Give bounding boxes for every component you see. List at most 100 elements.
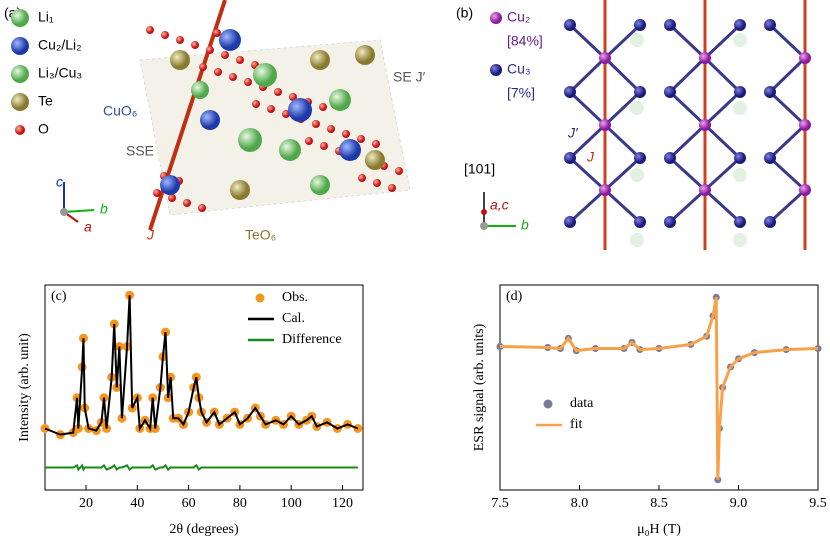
atom	[319, 103, 327, 111]
y-axis-label: ESR signal (arb. units)	[472, 323, 487, 451]
cu3	[634, 152, 646, 164]
faint-atom	[630, 101, 644, 115]
cu3	[634, 216, 646, 228]
atom	[221, 51, 229, 59]
atom	[229, 73, 237, 81]
axis-label: b	[521, 217, 529, 233]
atom	[339, 139, 361, 161]
panel-a: (a) Li₁ Cu₂/Li₂ Li₃/Cu₃ Te O c b a CuO₆ …	[4, 0, 426, 243]
axis-label: c	[56, 174, 63, 190]
atom	[342, 130, 350, 138]
bond	[568, 188, 607, 224]
bond	[768, 123, 807, 160]
bond	[703, 156, 742, 192]
atom	[365, 150, 385, 170]
bond	[768, 23, 807, 60]
atom	[146, 26, 154, 34]
legend-label: Difference	[282, 332, 342, 347]
cu2	[799, 52, 811, 64]
x-axis-label: μ₀H (T)	[637, 522, 681, 537]
atom	[279, 139, 301, 161]
annotation: J	[586, 149, 595, 165]
atom	[219, 29, 241, 51]
axis-label: [101]	[464, 161, 495, 177]
atom	[183, 199, 191, 207]
atom	[358, 174, 366, 182]
x-tick-label: 40	[130, 496, 144, 511]
bond	[568, 156, 607, 192]
axis-origin	[480, 222, 488, 230]
legend-sphere	[11, 37, 29, 55]
legend-label: Cal.	[282, 311, 305, 326]
faint-atom	[630, 168, 644, 182]
annotation: SSE	[126, 143, 154, 159]
atom	[153, 189, 161, 197]
bond	[768, 156, 807, 192]
x-tick-label: 80	[233, 496, 247, 511]
panel-label: (d)	[506, 289, 523, 304]
cu3	[764, 216, 776, 228]
legend-sphere	[490, 12, 502, 24]
bond	[603, 188, 642, 224]
legend-label: Li₃/Cu₃	[38, 65, 82, 81]
cu3	[664, 216, 676, 228]
x-tick-label: 9.0	[730, 496, 748, 511]
atom	[160, 175, 180, 195]
legend-swatch	[255, 293, 265, 303]
atom	[213, 29, 221, 37]
series-line	[44, 295, 359, 436]
legend-label: [7%]	[507, 85, 535, 101]
axis-label: a,c	[490, 197, 509, 213]
atom	[372, 140, 380, 148]
cu3	[664, 19, 676, 31]
bond	[603, 123, 642, 160]
atom	[161, 31, 169, 39]
atom	[214, 68, 222, 76]
legend-label: Cu₂/Li₂	[38, 37, 82, 53]
lattice	[564, 0, 811, 250]
x-tick-label: 8.5	[650, 496, 668, 511]
bond	[568, 123, 607, 160]
bond	[568, 56, 607, 94]
cu2	[699, 52, 711, 64]
atom	[395, 167, 403, 175]
atom	[310, 50, 330, 70]
legend-label: Li₁	[38, 9, 54, 25]
legend-label: Te	[38, 93, 53, 109]
atom	[200, 110, 220, 130]
bond	[603, 56, 642, 94]
cu3	[564, 216, 576, 228]
axis-arrow	[63, 209, 95, 213]
exchange-path	[148, 0, 227, 231]
cu3	[734, 19, 746, 31]
faint-atom	[630, 33, 644, 47]
bond	[668, 56, 707, 94]
bond	[703, 23, 742, 60]
legend-label: [84%]	[507, 33, 543, 49]
bond	[703, 56, 742, 94]
atom	[170, 50, 190, 70]
atom	[274, 88, 282, 96]
series-line	[45, 463, 358, 472]
atom	[244, 78, 252, 86]
atom	[355, 45, 375, 65]
legend-label: Cu₃	[507, 61, 531, 77]
atom	[253, 63, 277, 87]
bond	[568, 90, 607, 127]
atom	[329, 89, 351, 111]
panel-b: (b) Cu₂ [84%] Cu₃ [7%] J′ J [101] a,c b	[456, 0, 811, 250]
axis-label: a	[84, 219, 92, 235]
cu3	[734, 216, 746, 228]
bond	[668, 23, 707, 60]
x-tick-label: 120	[332, 496, 353, 511]
bond	[603, 156, 642, 192]
bond	[703, 90, 742, 127]
bond	[768, 90, 807, 127]
atom	[267, 105, 275, 113]
bond	[668, 123, 707, 160]
atom	[230, 180, 250, 200]
bond	[768, 188, 807, 224]
atom	[282, 110, 290, 118]
bond	[703, 123, 742, 160]
atom	[289, 93, 297, 101]
